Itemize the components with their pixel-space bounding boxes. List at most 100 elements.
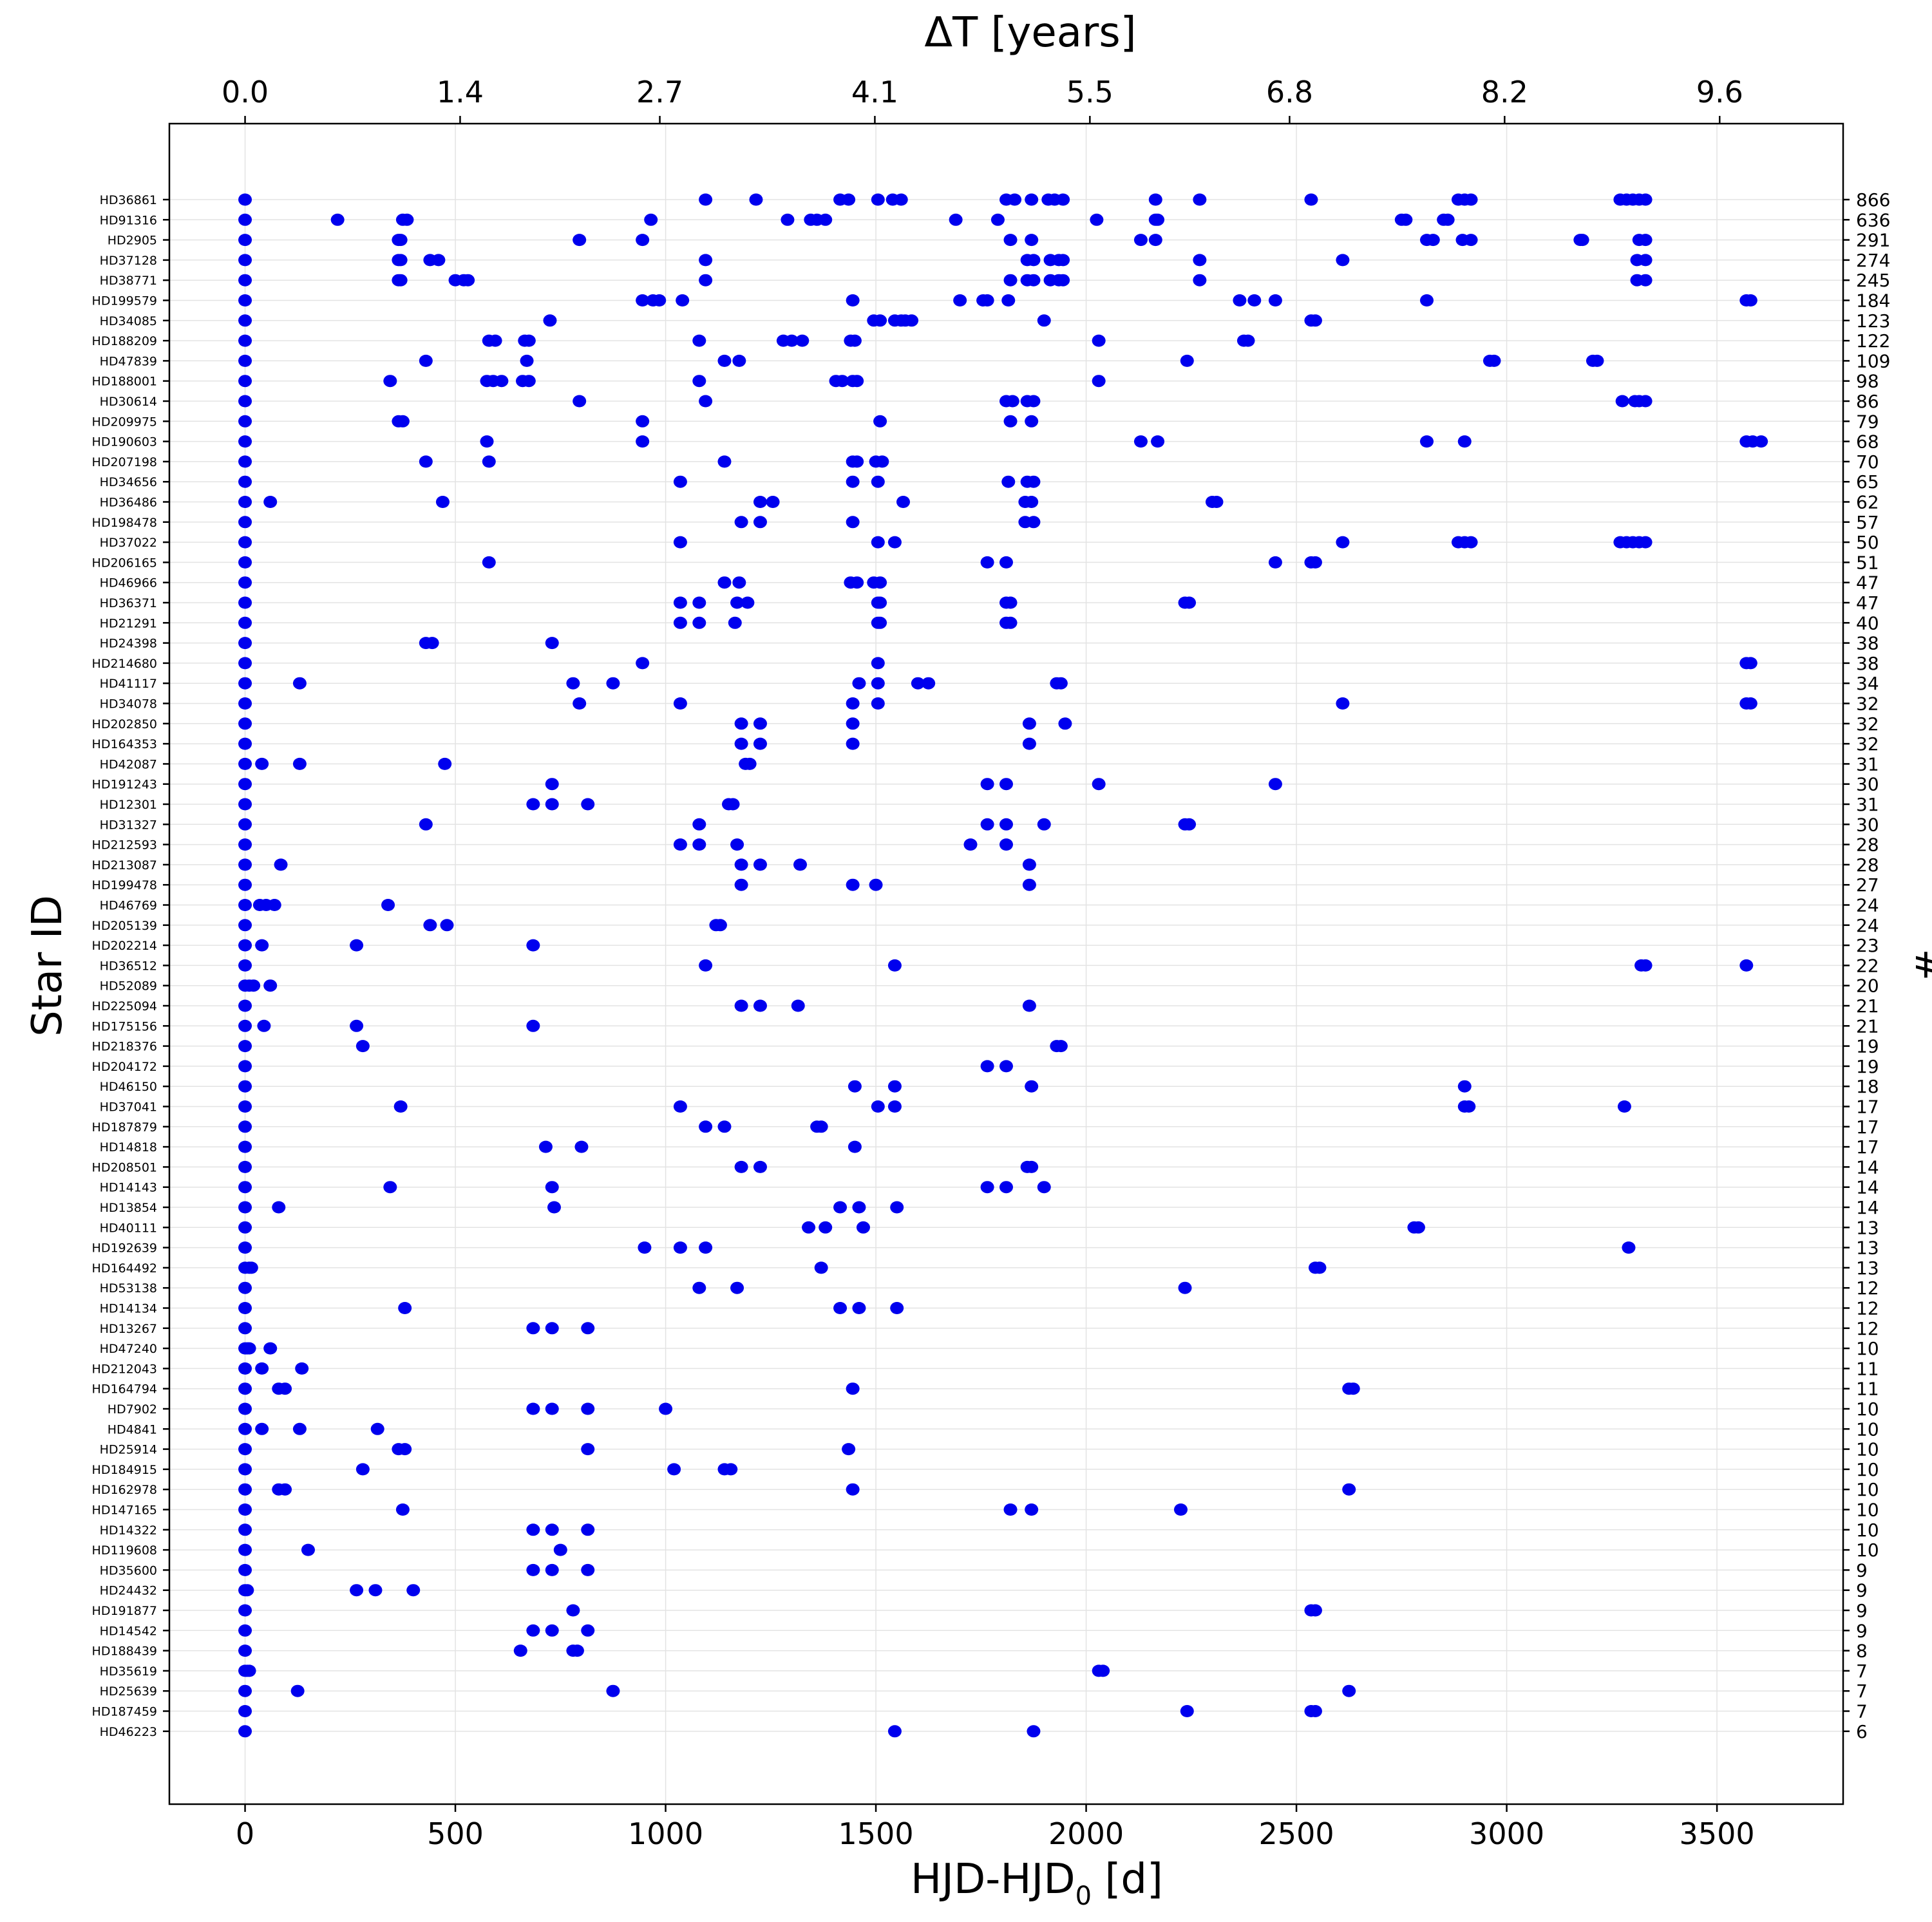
observation-count-label: 8: [1856, 1641, 1868, 1662]
data-point: [1008, 193, 1022, 206]
observation-count-label: 7: [1856, 1661, 1868, 1682]
x-tick-label: 1500: [838, 1816, 914, 1851]
data-point: [263, 1342, 278, 1355]
data-point: [717, 1120, 732, 1133]
observation-count-label: 22: [1856, 955, 1879, 976]
data-point: [1003, 415, 1018, 428]
data-point: [887, 959, 902, 972]
star-id-label: HD214680: [92, 657, 157, 671]
star-id-label: HD164794: [92, 1382, 157, 1397]
data-point: [699, 274, 713, 287]
observation-count-label: 98: [1856, 371, 1879, 392]
data-point: [1754, 435, 1768, 448]
data-point: [526, 1019, 540, 1032]
data-point: [1575, 234, 1589, 247]
star-id-label: HD199478: [92, 878, 157, 892]
data-point: [894, 193, 908, 206]
data-point: [488, 334, 502, 347]
data-point: [238, 516, 252, 529]
data-point: [263, 496, 278, 508]
observation-count-label: 10: [1856, 1439, 1879, 1460]
observation-count-label: 19: [1856, 1056, 1879, 1077]
data-point: [292, 677, 307, 690]
data-point: [255, 757, 269, 770]
data-point: [238, 334, 252, 347]
observation-count-label: 13: [1856, 1238, 1879, 1259]
data-point: [1022, 737, 1036, 750]
star-id-label: HD37022: [100, 536, 157, 550]
data-point: [355, 1463, 370, 1476]
observation-count-label: 21: [1856, 1015, 1879, 1037]
data-point: [238, 1019, 252, 1032]
data-point: [724, 1463, 738, 1476]
observation-count-label: 7: [1856, 1701, 1868, 1722]
star-id-label: HD34656: [100, 475, 157, 489]
data-point: [949, 213, 963, 226]
data-point: [238, 213, 252, 226]
data-point: [1420, 435, 1434, 448]
data-point: [699, 1241, 713, 1254]
data-point: [753, 1160, 767, 1173]
data-point: [238, 697, 252, 710]
star-id-label: HD25639: [100, 1684, 157, 1699]
observation-count-label: 38: [1856, 633, 1879, 654]
data-point: [846, 475, 860, 488]
data-point: [238, 375, 252, 388]
star-id-label: HD212043: [92, 1362, 157, 1376]
observation-count-label: 47: [1856, 592, 1879, 614]
observation-count-label: 32: [1856, 713, 1879, 735]
data-point: [581, 1322, 595, 1335]
star-id-label: HD36486: [100, 496, 157, 510]
data-point: [545, 798, 559, 811]
data-point: [636, 234, 650, 247]
data-point: [238, 1100, 252, 1113]
data-point: [1193, 274, 1207, 287]
data-point: [238, 1241, 252, 1254]
star-id-label: HD47240: [100, 1342, 157, 1356]
observation-count-label: 50: [1856, 532, 1879, 553]
star-id-label: HD206165: [92, 556, 157, 570]
data-point: [238, 536, 252, 549]
data-point: [887, 1725, 902, 1738]
data-point: [728, 616, 742, 629]
observation-count-label: 86: [1856, 391, 1879, 412]
observation-count-label: 18: [1856, 1076, 1879, 1097]
data-point: [814, 1120, 828, 1133]
data-point: [802, 1221, 816, 1234]
data-point: [238, 717, 252, 730]
data-point: [526, 798, 540, 811]
data-point: [980, 778, 994, 791]
data-point: [1743, 697, 1757, 710]
data-point: [1058, 717, 1072, 730]
data-point: [425, 637, 439, 650]
star-id-label: HD175156: [92, 1019, 157, 1033]
observation-count-label: 10: [1856, 1459, 1879, 1480]
observation-count-label: 11: [1856, 1358, 1879, 1379]
data-point: [1247, 294, 1262, 306]
star-id-label: HD41117: [100, 677, 157, 691]
data-point: [911, 677, 925, 690]
data-point: [278, 1483, 292, 1496]
data-point: [676, 294, 690, 306]
data-point: [238, 1422, 252, 1435]
data-point: [547, 1201, 562, 1214]
data-point: [819, 1221, 833, 1234]
data-point: [1096, 1664, 1110, 1677]
observation-count-label: 123: [1856, 310, 1890, 332]
data-point: [238, 1604, 252, 1617]
data-point: [734, 999, 748, 1012]
x-tick-label: 1000: [628, 1816, 703, 1851]
observation-count-label: 38: [1856, 653, 1879, 674]
data-point: [1638, 193, 1653, 206]
data-point: [574, 1140, 589, 1153]
data-point: [526, 1523, 540, 1536]
data-point: [1054, 1040, 1068, 1053]
data-point: [753, 496, 767, 508]
data-point: [238, 838, 252, 851]
data-point: [238, 1080, 252, 1093]
data-point: [852, 677, 866, 690]
data-point: [1180, 354, 1194, 367]
observation-count-label: 13: [1856, 1258, 1879, 1279]
data-point: [1308, 1705, 1322, 1717]
